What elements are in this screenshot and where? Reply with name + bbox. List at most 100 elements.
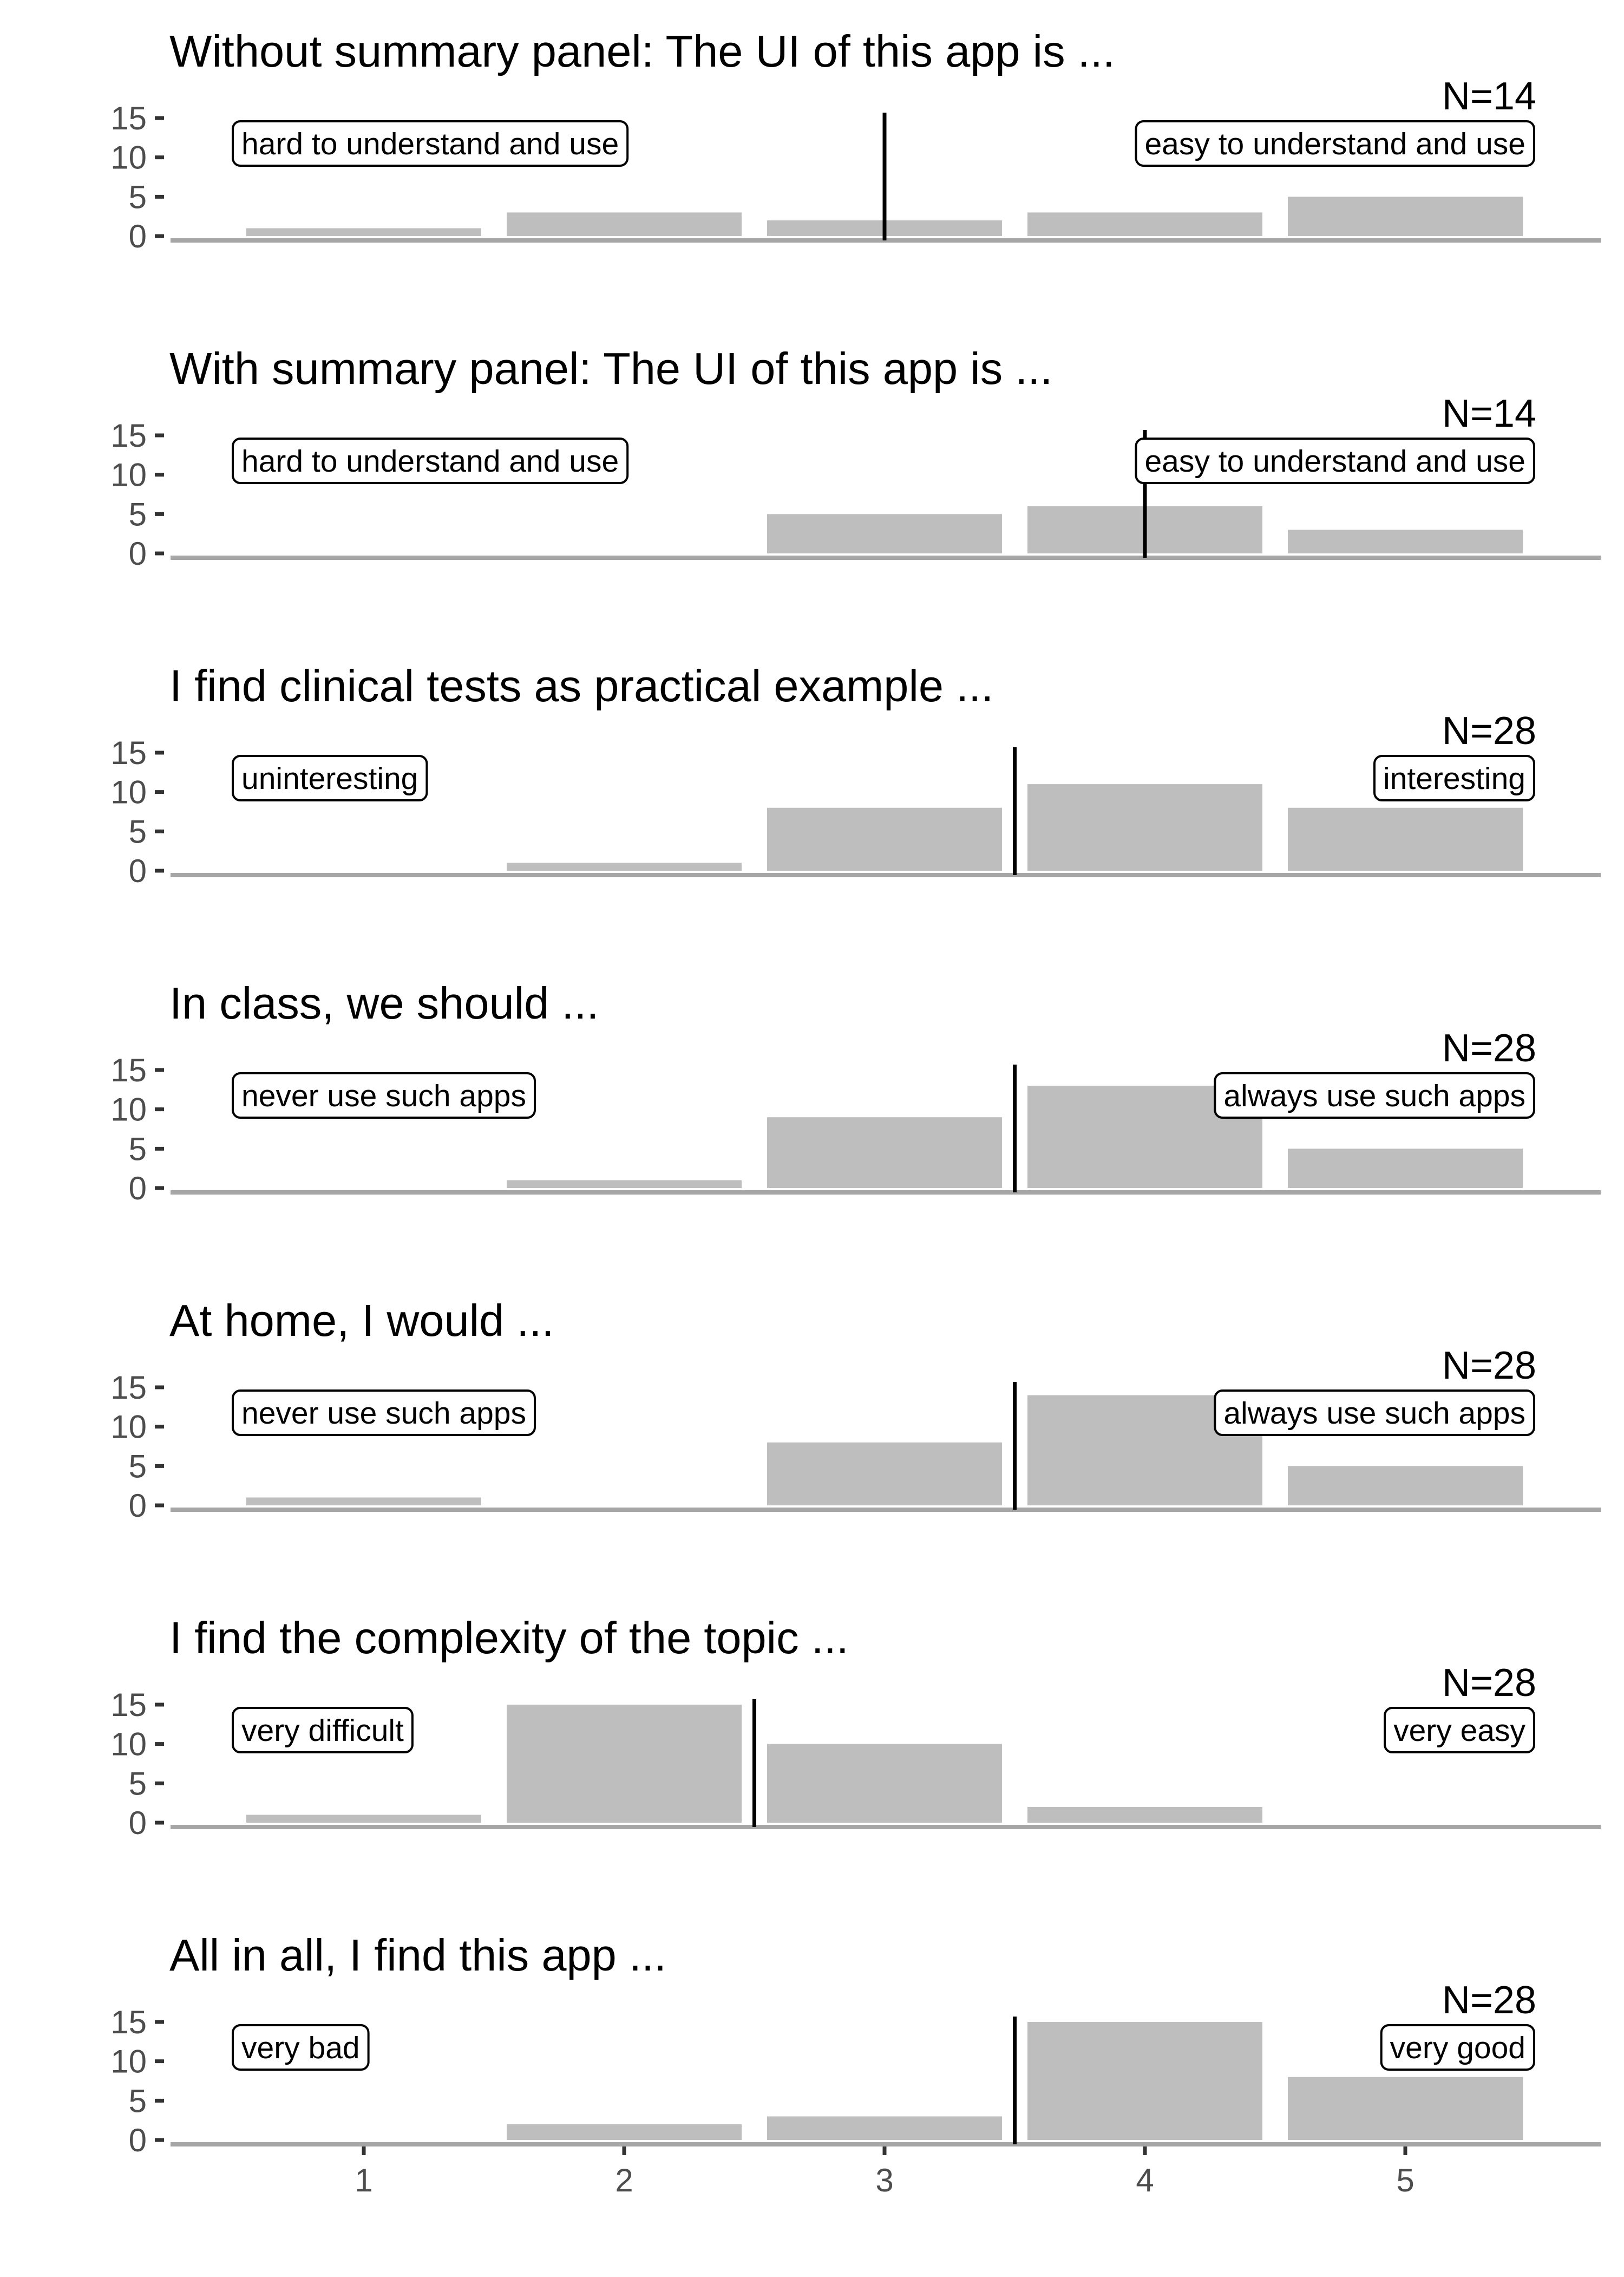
low-anchor-label-box: [232, 438, 629, 484]
x-tick-label: 3: [875, 2162, 893, 2198]
low-anchor-label: never use such apps: [241, 1396, 526, 1431]
n-label: N=28: [1442, 1344, 1536, 1387]
high-anchor-label: always use such apps: [1223, 1396, 1525, 1431]
y-tick-label: 10: [110, 2044, 147, 2080]
bar-1: [246, 1497, 481, 1505]
chart-title: At home, I would ...: [169, 1295, 554, 1346]
y-tick-label: 5: [129, 1765, 147, 1802]
n-label: N=28: [1442, 1027, 1536, 1070]
y-tick-label: 10: [110, 457, 147, 493]
high-anchor-label: very easy: [1393, 1713, 1525, 1748]
n-label: N=28: [1442, 1979, 1536, 2022]
chart-title: All in all, I find this app ...: [169, 1930, 666, 1980]
bar-3: [767, 2116, 1002, 2140]
high-anchor-label-box: [1214, 1072, 1535, 1119]
high-anchor-label-box: [1135, 120, 1535, 167]
bar-3: [767, 1442, 1002, 1505]
y-tick-label: 5: [129, 2083, 147, 2119]
low-anchor-label: very difficult: [241, 1713, 404, 1748]
bar-1: [246, 228, 481, 236]
high-anchor-label-box: [1373, 755, 1535, 801]
y-tick-label: 10: [110, 1726, 147, 1763]
y-tick-label: 15: [110, 1052, 147, 1088]
low-anchor-label: uninteresting: [241, 761, 418, 796]
bar-5: [1288, 197, 1523, 236]
low-anchor-label-box: [232, 1389, 536, 1436]
chart-panel-2: With summary panel: The UI of this app i…: [110, 343, 1601, 572]
bar-5: [1288, 1149, 1523, 1188]
bar-2: [507, 212, 742, 236]
chart-panel-6: I find the complexity of the topic ... N=…: [110, 1613, 1601, 1841]
bar-2: [507, 1180, 742, 1188]
bar-2: [507, 2124, 742, 2140]
y-tick-label: 0: [129, 1805, 147, 1841]
y-tick-label: 5: [129, 496, 147, 532]
y-tick-label: 15: [110, 417, 147, 454]
n-label: N=14: [1442, 75, 1536, 118]
y-tick-label: 15: [110, 735, 147, 771]
high-anchor-label: very good: [1390, 2031, 1525, 2065]
bar-2: [507, 1705, 742, 1823]
bar-4: [1027, 2022, 1262, 2140]
bar-3: [767, 1744, 1002, 1823]
x-tick-label: 5: [1396, 2162, 1414, 2198]
y-tick-label: 0: [129, 853, 147, 889]
y-tick-label: 0: [129, 1170, 147, 1206]
low-anchor-label-box: [232, 1707, 414, 1753]
y-tick-label: 5: [129, 813, 147, 850]
y-tick-label: 0: [129, 218, 147, 255]
low-anchor-label: very bad: [241, 2031, 360, 2065]
y-tick-label: 5: [129, 1448, 147, 1484]
low-anchor-label-box: [232, 2024, 370, 2071]
high-anchor-label: always use such apps: [1223, 1079, 1525, 1113]
x-tick-label: 4: [1136, 2162, 1154, 2198]
bar-5: [1288, 2077, 1523, 2140]
y-tick-label: 0: [129, 536, 147, 572]
low-anchor-label-box: [232, 1072, 536, 1119]
n-label: N=14: [1442, 392, 1536, 435]
chart-title: Without summary panel: The UI of this ap…: [169, 26, 1115, 76]
y-tick-label: 15: [110, 1687, 147, 1723]
chart-title: I find clinical tests as practical examp…: [169, 661, 993, 711]
x-tick-label: 1: [355, 2162, 372, 2198]
bar-2: [507, 863, 742, 871]
bar-5: [1288, 530, 1523, 553]
chart-title: I find the complexity of the topic ...: [169, 1613, 849, 1663]
y-tick-label: 15: [110, 2004, 147, 2040]
n-label: N=28: [1442, 709, 1536, 753]
y-tick-label: 5: [129, 179, 147, 215]
bar-1: [246, 1815, 481, 1823]
low-anchor-label: hard to understand and use: [241, 127, 619, 161]
bar-5: [1288, 807, 1523, 871]
bar-4: [1027, 1806, 1262, 1823]
y-tick-label: 5: [129, 1131, 147, 1167]
y-tick-label: 15: [110, 100, 147, 136]
chart-panel-7: All in all, I find this app ...N=2805101…: [110, 1930, 1601, 2198]
high-anchor-label-box: [1384, 1707, 1535, 1753]
x-tick-label: 2: [615, 2162, 633, 2198]
chart-panel-1: Without summary panel: The UI of this ap…: [110, 26, 1601, 255]
high-anchor-label: easy to understand and use: [1144, 444, 1525, 479]
low-anchor-label-box: [232, 755, 428, 801]
bar-3: [767, 807, 1002, 871]
y-tick-label: 0: [129, 1487, 147, 1524]
bar-3: [767, 1117, 1002, 1188]
y-tick-label: 10: [110, 774, 147, 811]
chart-title: In class, we should ...: [169, 978, 599, 1028]
high-anchor-label-box: [1380, 2024, 1535, 2071]
n-label: N=28: [1442, 1661, 1536, 1705]
high-anchor-label: easy to understand and use: [1144, 127, 1525, 161]
high-anchor-label-box: [1135, 438, 1535, 484]
high-anchor-label: interesting: [1383, 761, 1525, 796]
bar-3: [767, 514, 1002, 553]
chart-title: With summary panel: The UI of this app i…: [169, 343, 1052, 394]
low-anchor-label-box: [232, 120, 629, 167]
low-anchor-label: hard to understand and use: [241, 444, 619, 479]
y-tick-label: 10: [110, 1092, 147, 1128]
low-anchor-label: never use such apps: [241, 1079, 526, 1113]
y-tick-label: 10: [110, 1409, 147, 1445]
